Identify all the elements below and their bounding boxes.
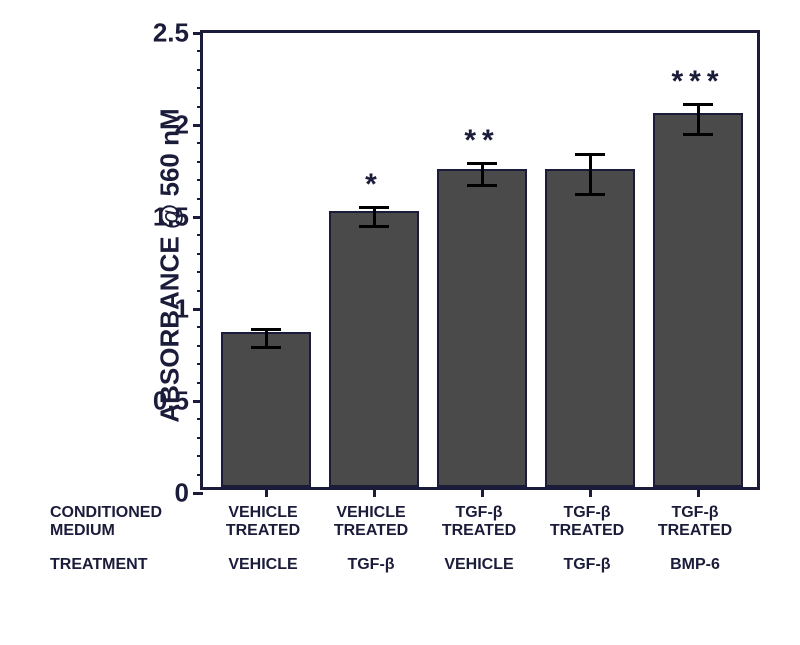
x-category-row2: VEHICLE: [444, 556, 513, 574]
error-bar-line: [481, 164, 484, 186]
plot-area: 00.511.522.5******: [200, 30, 760, 490]
y-tick-minor: [197, 253, 203, 255]
y-tick-label: 0.5: [153, 386, 203, 417]
y-tick-minor: [197, 271, 203, 273]
y-tick-label: 1: [175, 294, 203, 325]
x-tick: [697, 487, 700, 497]
y-tick-minor: [197, 363, 203, 365]
error-bar-cap: [251, 346, 281, 349]
y-tick-label: 1.5: [153, 202, 203, 233]
error-bar-cap: [467, 162, 497, 165]
error-bar-line: [697, 105, 700, 134]
error-bar-line: [373, 208, 376, 226]
y-tick-minor: [197, 198, 203, 200]
significance-marker: *: [365, 168, 383, 202]
error-bar-cap: [575, 193, 605, 196]
significance-marker: **: [464, 124, 499, 158]
x-tick: [373, 487, 376, 497]
absorbance-bar-chart: ABSORBANCE @ 560 nM 00.511.522.5****** C…: [40, 20, 780, 630]
bar: [545, 169, 635, 487]
significance-marker: ***: [671, 65, 724, 99]
bar: [437, 169, 527, 487]
y-tick-minor: [197, 69, 203, 71]
bar: [221, 332, 311, 487]
x-category-row1: TGF-βTREATED: [658, 504, 732, 541]
x-category-row2: TGF-β: [563, 556, 610, 574]
error-bar-cap: [683, 103, 713, 106]
x-category-row2: VEHICLE: [228, 556, 297, 574]
bar: [329, 211, 419, 487]
y-tick-minor: [197, 290, 203, 292]
y-tick-minor: [197, 474, 203, 476]
y-tick-minor: [197, 418, 203, 420]
y-tick-minor: [197, 106, 203, 108]
error-bar-cap: [683, 133, 713, 136]
error-bar-line: [589, 154, 592, 194]
y-tick-minor: [197, 87, 203, 89]
y-tick-minor: [197, 382, 203, 384]
y-tick-minor: [197, 437, 203, 439]
x-category-row1: VEHICLETREATED: [226, 504, 300, 541]
error-bar-cap: [359, 225, 389, 228]
x-category-row1: TGF-βTREATED: [442, 504, 516, 541]
x-category-row2: TGF-β: [347, 556, 394, 574]
y-tick-minor: [197, 161, 203, 163]
x-tick: [265, 487, 268, 497]
y-tick-minor: [197, 142, 203, 144]
x-tick: [481, 487, 484, 497]
x-tick: [589, 487, 592, 497]
bar: [653, 113, 743, 487]
y-tick-minor: [197, 455, 203, 457]
error-bar-cap: [467, 184, 497, 187]
y-tick-minor: [197, 345, 203, 347]
y-tick-label: 2: [175, 110, 203, 141]
error-bar-cap: [575, 153, 605, 156]
y-tick-minor: [197, 326, 203, 328]
x-category-row1: VEHICLETREATED: [334, 504, 408, 541]
x-category-row2: BMP-6: [670, 556, 720, 574]
y-tick-minor: [197, 50, 203, 52]
y-tick-minor: [197, 179, 203, 181]
error-bar-cap: [359, 206, 389, 209]
y-tick-label: 0: [175, 478, 203, 509]
x-row1-header: CONDITIONEDMEDIUM: [50, 504, 162, 540]
x-category-row1: TGF-βTREATED: [550, 504, 624, 541]
x-row2-header: TREATMENT: [50, 556, 147, 574]
y-tick-label: 2.5: [153, 18, 203, 49]
error-bar-line: [265, 329, 268, 347]
error-bar-cap: [251, 328, 281, 331]
y-tick-minor: [197, 234, 203, 236]
